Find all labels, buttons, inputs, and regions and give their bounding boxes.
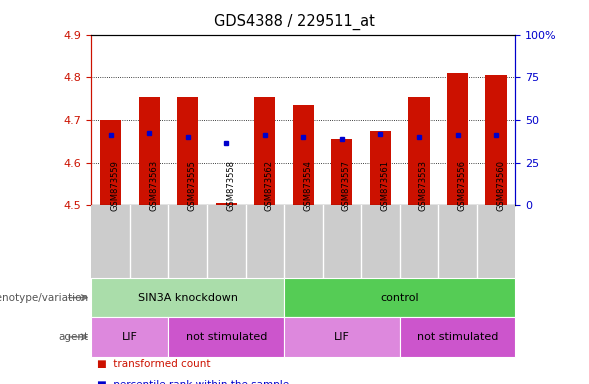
Text: ■  percentile rank within the sample: ■ percentile rank within the sample [97, 380, 289, 384]
Text: GSM873555: GSM873555 [188, 161, 197, 211]
Text: GSM873557: GSM873557 [342, 160, 351, 211]
Text: ■  transformed count: ■ transformed count [97, 359, 211, 369]
Text: LIF: LIF [122, 332, 138, 342]
Bar [91, 278, 284, 317]
Text: GSM873558: GSM873558 [226, 160, 235, 211]
Bar [138, 96, 160, 205]
Bar [370, 131, 391, 205]
Text: GSM873562: GSM873562 [265, 160, 274, 211]
Bar [447, 73, 468, 205]
Text: GSM873563: GSM873563 [149, 160, 158, 211]
Bar [91, 317, 168, 357]
Text: GSM873553: GSM873553 [419, 160, 428, 211]
Text: GSM873559: GSM873559 [111, 161, 120, 211]
Bar [284, 317, 400, 357]
Text: GSM873561: GSM873561 [380, 160, 389, 211]
Bar [216, 203, 237, 205]
Text: GDS4388 / 229511_at: GDS4388 / 229511_at [214, 13, 375, 30]
Text: genotype/variation: genotype/variation [0, 293, 88, 303]
Bar [100, 120, 121, 205]
Bar [177, 96, 198, 205]
Text: GSM873560: GSM873560 [496, 160, 505, 211]
Bar [284, 278, 515, 317]
Text: GSM873554: GSM873554 [303, 161, 312, 211]
Bar [331, 139, 352, 205]
Bar [485, 75, 507, 205]
Bar [168, 317, 284, 357]
Bar [408, 96, 429, 205]
Text: SIN3A knockdown: SIN3A knockdown [138, 293, 238, 303]
Text: control: control [380, 293, 419, 303]
Text: agent: agent [58, 332, 88, 342]
Bar [293, 105, 314, 205]
Text: GSM873556: GSM873556 [458, 160, 466, 211]
Text: LIF: LIF [334, 332, 350, 342]
Text: not stimulated: not stimulated [186, 332, 267, 342]
Bar [254, 96, 276, 205]
Bar [400, 317, 515, 357]
Text: not stimulated: not stimulated [417, 332, 498, 342]
